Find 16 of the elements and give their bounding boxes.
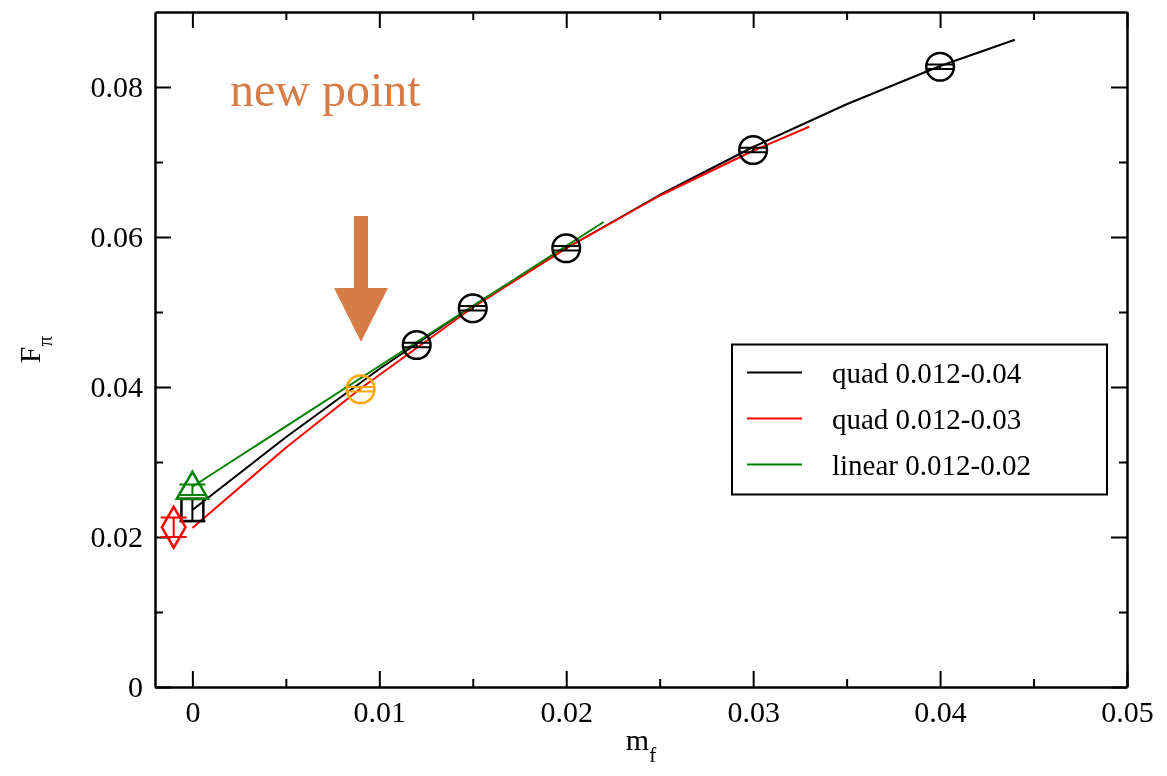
- y-tick-label: 0.04: [90, 370, 143, 404]
- y-tick-label: 0.02: [90, 520, 143, 554]
- x-tick-label: 0.05: [1101, 695, 1154, 729]
- legend-label: quad 0.012-0.03: [832, 402, 1022, 435]
- x-axis-title: m$_{f}$: [625, 723, 657, 767]
- x-tick-label: 0.02: [540, 695, 593, 729]
- legend-label: quad 0.012-0.04: [832, 356, 1022, 389]
- annotation: new point: [230, 63, 422, 116]
- y-tick-label: 0.06: [90, 220, 143, 254]
- x-tick-label: 0.03: [727, 695, 780, 729]
- x-tick-label: 0: [185, 695, 201, 729]
- y-tick-label: 0.08: [90, 70, 143, 104]
- legend-label: linear 0.012-0.02: [832, 448, 1031, 481]
- x-tick-label: 0.01: [353, 695, 407, 729]
- y-tick-label: 0: [128, 670, 143, 704]
- x-tick-label: 0.04: [914, 695, 967, 729]
